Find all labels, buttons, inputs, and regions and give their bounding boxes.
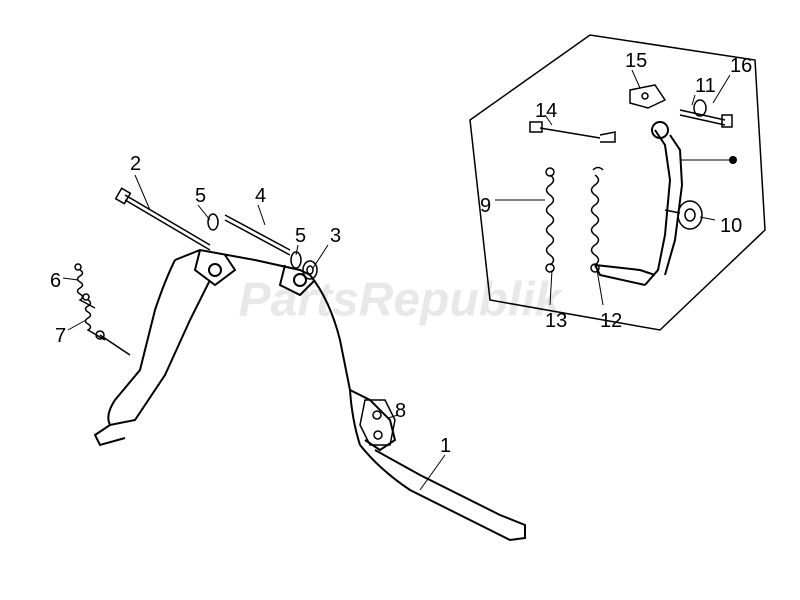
leader-lines: [63, 70, 733, 490]
spring-pin: [96, 331, 130, 355]
callout-9: 9: [480, 195, 491, 218]
part-15-plate: [630, 85, 665, 108]
inset-frame: [470, 35, 765, 330]
part-16-washer: [694, 100, 706, 116]
callout-10: 10: [720, 215, 742, 238]
callout-7: 7: [55, 325, 66, 348]
part-7-spring: [83, 294, 105, 340]
callout-13: 13: [545, 310, 567, 333]
callout-16: 16: [730, 55, 752, 78]
callout-3: 3: [330, 225, 341, 248]
callout-12: 12: [600, 310, 622, 333]
part-13-spring: [546, 168, 554, 272]
callout-15: 15: [625, 50, 647, 73]
parts-diagram: PartsRepublik: [0, 0, 800, 600]
part-11-bolt: [680, 110, 732, 127]
part-4-pin: [225, 215, 290, 255]
center-stand-body: [95, 250, 525, 540]
part-12-spring: [591, 168, 603, 273]
callout-4: 4: [255, 185, 266, 208]
callout-11: 11: [695, 75, 716, 98]
callout-5a: 5: [195, 185, 206, 208]
callout-2: 2: [130, 153, 141, 176]
part-6-spring: [75, 264, 95, 308]
side-stand-leg: [595, 122, 682, 285]
part-10-bumper: [665, 201, 702, 229]
callout-14: 14: [535, 100, 557, 123]
callout-6: 6: [50, 270, 61, 293]
reference-dot: [729, 156, 737, 164]
callout-1: 1: [440, 435, 451, 458]
diagram-svg: [0, 0, 800, 600]
callout-5b: 5: [295, 225, 306, 248]
part-14-switch: [530, 122, 615, 142]
callout-8: 8: [395, 400, 406, 423]
